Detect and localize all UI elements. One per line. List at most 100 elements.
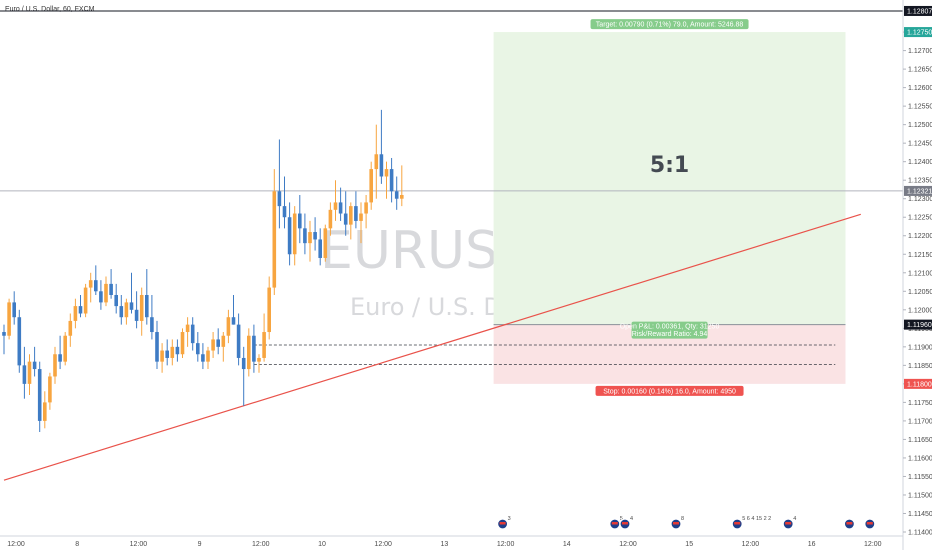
candle-body xyxy=(99,291,103,303)
candle-body xyxy=(37,369,42,421)
risk-reward-ratio-label: 5:1 xyxy=(650,153,689,178)
pnl-label-background xyxy=(631,321,708,339)
candle-body xyxy=(379,154,384,177)
price-tick-label: 1.12200 xyxy=(908,233,932,240)
price-tick-label: 1.12700 xyxy=(908,48,932,55)
candle-body xyxy=(104,283,108,303)
candle-body xyxy=(88,280,93,288)
time-tick-label: 12:00 xyxy=(7,541,25,548)
candle-body xyxy=(175,346,180,355)
price-axis[interactable]: 1.12750 1.12700 1.12650 1.12600 1.12550 1.125… xyxy=(903,30,932,537)
event-flag-icon[interactable]: 4 xyxy=(782,516,796,530)
candle-body xyxy=(145,294,149,318)
candle-body xyxy=(292,213,297,255)
candle-body xyxy=(277,191,282,207)
price-tick-label: 1.12400 xyxy=(908,159,932,166)
candle-body xyxy=(134,309,139,321)
candle-body xyxy=(394,191,399,199)
candle-body xyxy=(17,317,22,366)
price-tick-label: 1.11450 xyxy=(908,511,932,518)
event-count-label: 4 xyxy=(793,516,796,522)
event-count-label: 4 xyxy=(630,516,633,522)
candle-body xyxy=(185,324,190,333)
candle-body xyxy=(129,302,134,310)
target-label: Target: 0.00790 (0.71%) 79.0, Amount: 52… xyxy=(596,22,744,29)
candle-body xyxy=(124,302,129,318)
candle-body xyxy=(241,357,246,370)
candle-body xyxy=(43,402,47,421)
candle-body xyxy=(323,228,328,258)
candle-body xyxy=(119,306,124,318)
target-zone[interactable] xyxy=(493,32,846,325)
candle-body xyxy=(354,206,358,221)
candle-body xyxy=(155,332,159,362)
candle-body xyxy=(343,213,348,225)
candle-body xyxy=(196,343,200,355)
price-tick-label: 1.12050 xyxy=(908,289,932,296)
price-tick-label: 1.11650 xyxy=(908,437,932,444)
stop-label: Stop: 0.00160 (0.14%) 16.0, Amount: 4950 xyxy=(603,388,736,395)
candle-body xyxy=(369,169,373,203)
price-tick-label: 1.12250 xyxy=(908,215,932,222)
time-tick-label: 12:00 xyxy=(374,541,392,548)
time-tick-label: 12:00 xyxy=(130,541,148,548)
open-pnl-label: Open P&L: 0.00361, Qty: 31250 xyxy=(620,324,720,331)
candle-body xyxy=(303,228,307,244)
price-tick-label: 1.12100 xyxy=(908,270,932,277)
candle-body xyxy=(83,287,88,314)
economic-events[interactable]: 3 5 4 8 5 6 4 15 2 2 4 xyxy=(497,516,876,530)
candle-body xyxy=(272,191,277,288)
candle-body xyxy=(58,354,62,362)
price-tag-label: 1.11800 xyxy=(907,381,932,388)
candle-body xyxy=(63,335,67,362)
candle-body xyxy=(287,217,292,255)
price-tick-label: 1.11400 xyxy=(908,530,932,537)
candle-body xyxy=(318,239,322,258)
candle-body xyxy=(48,376,52,403)
price-tick-label: 1.11500 xyxy=(908,492,932,499)
candle-body xyxy=(78,306,83,314)
candle-body xyxy=(252,335,256,362)
candle-body xyxy=(247,335,251,370)
time-tick-label: 12:00 xyxy=(864,541,882,548)
candle-body xyxy=(349,206,353,225)
time-tick-label: 12:00 xyxy=(619,541,637,548)
candle-body xyxy=(282,206,287,218)
stop-label-background xyxy=(595,385,744,396)
price-tick-label: 1.12600 xyxy=(908,85,932,92)
price-tag-label: 1.11960 xyxy=(907,322,932,329)
candle-body xyxy=(359,213,363,221)
candle-body xyxy=(364,202,368,214)
price-tag-label: 1.12750 xyxy=(907,30,932,37)
candle-body xyxy=(73,306,78,321)
event-flag-icon[interactable]: 4 xyxy=(619,516,633,530)
event-count-label: 5 6 4 15 2 2 xyxy=(742,516,771,522)
risk-reward-label: Risk/Reward Ratio: 4.94 xyxy=(632,331,708,338)
time-axis[interactable]: 12:00 8 12:00 9 12:00 10 12:00 13 12:00 14 12:00 15… xyxy=(7,541,881,548)
candle-body xyxy=(170,346,175,358)
event-flag-icon[interactable]: 8 xyxy=(670,516,684,530)
candle-body xyxy=(216,339,220,347)
candle-body xyxy=(231,317,236,325)
event-flag-icon[interactable] xyxy=(843,518,856,530)
candle-body xyxy=(338,202,343,214)
candle-body xyxy=(2,332,6,336)
price-tag-label: 1.12321 xyxy=(907,188,932,195)
candle-body xyxy=(139,294,144,321)
event-flag-icon[interactable] xyxy=(864,518,876,530)
price-tag xyxy=(904,378,932,389)
price-tag xyxy=(904,319,932,330)
candle-body xyxy=(150,317,154,333)
event-flag-icon[interactable]: 3 xyxy=(497,516,511,530)
candle-body xyxy=(257,357,261,362)
candle-body xyxy=(109,283,113,295)
price-tick-label: 1.12550 xyxy=(908,104,932,111)
price-tick-label: 1.12450 xyxy=(908,141,932,148)
event-flag-icon[interactable]: 5 6 4 15 2 2 xyxy=(731,516,771,530)
candle-body xyxy=(389,169,394,192)
candle-body xyxy=(226,317,231,336)
candle-body xyxy=(7,302,11,336)
trend-line[interactable] xyxy=(3,213,861,481)
candle-body xyxy=(68,320,73,336)
